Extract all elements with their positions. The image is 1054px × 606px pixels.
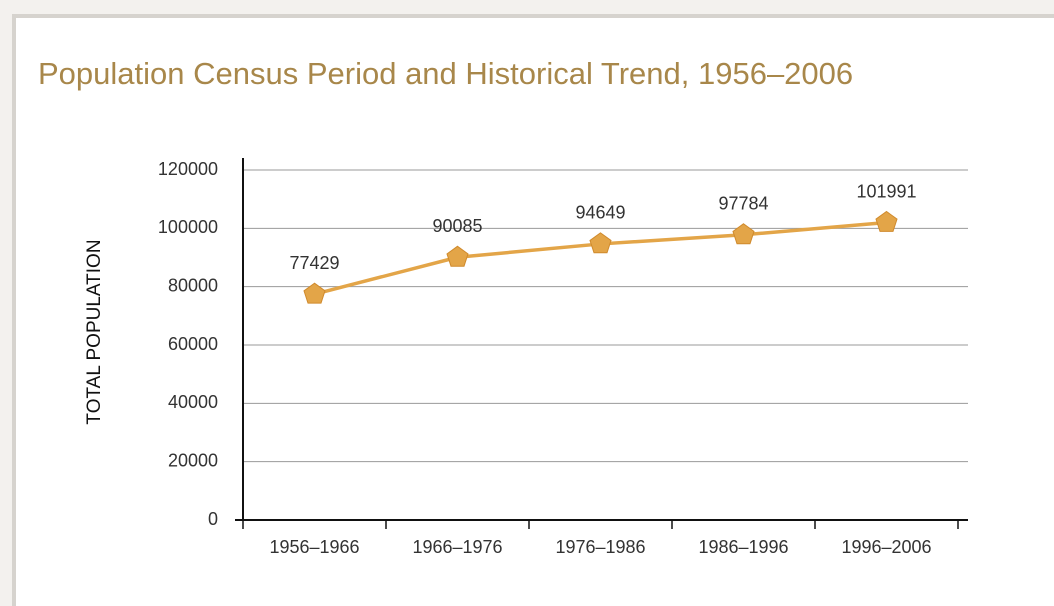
data-label: 101991 [856, 181, 916, 201]
x-tick-label: 1996–2006 [841, 537, 931, 557]
chart-title: Population Census Period and Historical … [38, 56, 853, 91]
data-label: 77429 [289, 253, 339, 273]
x-tick-label: 1976–1986 [555, 537, 645, 557]
data-label: 97784 [718, 194, 768, 214]
marker [732, 223, 755, 245]
y-tick-label: 120000 [158, 159, 218, 179]
x-tick-label: 1956–1966 [269, 537, 359, 557]
marker [446, 245, 469, 267]
y-tick-label: 40000 [168, 392, 218, 412]
x-tick-label: 1966–1976 [412, 537, 502, 557]
y-tick-label: 0 [208, 509, 218, 529]
data-label: 90085 [432, 216, 482, 236]
marker [303, 282, 326, 304]
y-tick-label: 80000 [168, 275, 218, 295]
y-tick-label: 100000 [158, 217, 218, 237]
card [12, 14, 1054, 606]
y-axis-label: TOTAL POPULATION [84, 239, 105, 424]
marker [589, 232, 612, 254]
data-label: 94649 [575, 203, 625, 223]
x-tick-label: 1986–1996 [698, 537, 788, 557]
y-tick-label: 20000 [168, 450, 218, 470]
y-tick-label: 60000 [168, 334, 218, 354]
marker [875, 210, 898, 232]
